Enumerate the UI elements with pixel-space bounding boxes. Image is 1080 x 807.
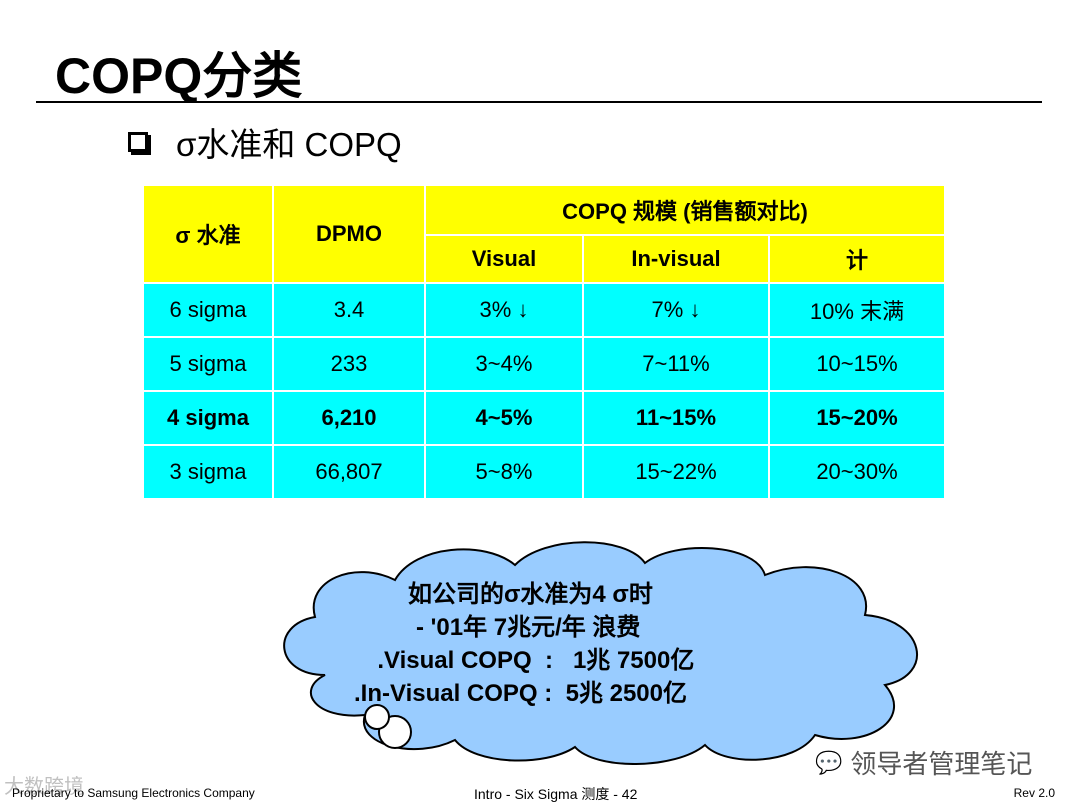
footer-left: Proprietary to Samsung Electronics Compa… — [12, 786, 255, 800]
cell-visual: 3~4% — [424, 336, 584, 392]
footer-right: Rev 2.0 — [1013, 786, 1055, 800]
bullet-text: σ水准和 COPQ — [176, 126, 402, 163]
cell-invisual: 15~22% — [582, 444, 770, 500]
table-row: 3 sigma 66,807 5~8% 15~22% 20~30% — [142, 444, 946, 500]
thought-cloud — [283, 541, 918, 765]
footer-center: Intro - Six Sigma 测度 - 42 — [474, 786, 638, 802]
cell-total: 10% 末满 — [768, 282, 946, 338]
checkbox-bullet-icon — [128, 132, 148, 152]
header-sigma: σ 水准 — [142, 184, 274, 284]
watermark-text: 领导者管理笔记 — [850, 749, 1033, 779]
copq-table: σ 水准 DPMO COPQ 规模 (销售额对比) Visual In-visu… — [142, 184, 946, 500]
header-copq: COPQ 规模 (销售额对比) — [424, 184, 946, 236]
table-row: 6 sigma 3.4 3% ↓ 7% ↓ 10% 末满 — [142, 282, 946, 338]
bullet-heading: σ水准和 COPQ — [128, 118, 402, 166]
cell-invisual: 7~11% — [582, 336, 770, 392]
header-visual: Visual — [424, 234, 584, 284]
cell-visual: 4~5% — [424, 390, 584, 446]
cell-total: 15~20% — [768, 390, 946, 446]
header-dpmo: DPMO — [272, 184, 426, 284]
corner-watermark: 大数跨境 — [4, 776, 84, 798]
wechat-icon: 💬 — [815, 749, 843, 775]
cell-invisual: 11~15% — [582, 390, 770, 446]
cell-dpmo: 3.4 — [272, 282, 426, 338]
cloud-line: 如公司的σ水准为4 σ时 — [408, 581, 653, 608]
cell-sigma: 3 sigma — [142, 444, 274, 500]
cell-total: 10~15% — [768, 336, 946, 392]
table-header-row: σ 水准 DPMO COPQ 规模 (销售额对比) — [142, 184, 946, 284]
cell-invisual: 7% ↓ — [582, 282, 770, 338]
cell-dpmo: 66,807 — [272, 444, 426, 500]
cell-dpmo: 233 — [272, 336, 426, 392]
cell-sigma: 6 sigma — [142, 282, 274, 338]
cloud-line: - '01年 7兆元/年 浪费 — [416, 614, 641, 641]
header-invisual: In-visual — [582, 234, 770, 284]
page-title: COPQ分类 — [55, 48, 303, 104]
header-total: 计 — [768, 234, 946, 284]
cloud-text: 如公司的σ水准为4 σ时 - '01年 7兆元/年 浪费 .Visual COP… — [350, 578, 770, 710]
table-row-highlighted: 4 sigma 6,210 4~5% 11~15% 15~20% — [142, 390, 946, 446]
cell-dpmo: 6,210 — [272, 390, 426, 446]
cell-sigma: 5 sigma — [142, 336, 274, 392]
table-row: 5 sigma 233 3~4% 7~11% 10~15% — [142, 336, 946, 392]
cloud-line: .In-Visual COPQ : 5兆 2500亿 — [354, 680, 687, 707]
cell-visual: 3% ↓ — [424, 282, 584, 338]
cell-total: 20~30% — [768, 444, 946, 500]
cell-visual: 5~8% — [424, 444, 584, 500]
title-divider — [36, 101, 1042, 103]
cell-sigma: 4 sigma — [142, 390, 274, 446]
watermark: 💬 领导者管理笔记 — [815, 744, 1032, 781]
table-subheader-row: Visual In-visual 计 — [143, 234, 946, 284]
cloud-line: .Visual COPQ : 1兆 7500亿 — [364, 647, 695, 674]
